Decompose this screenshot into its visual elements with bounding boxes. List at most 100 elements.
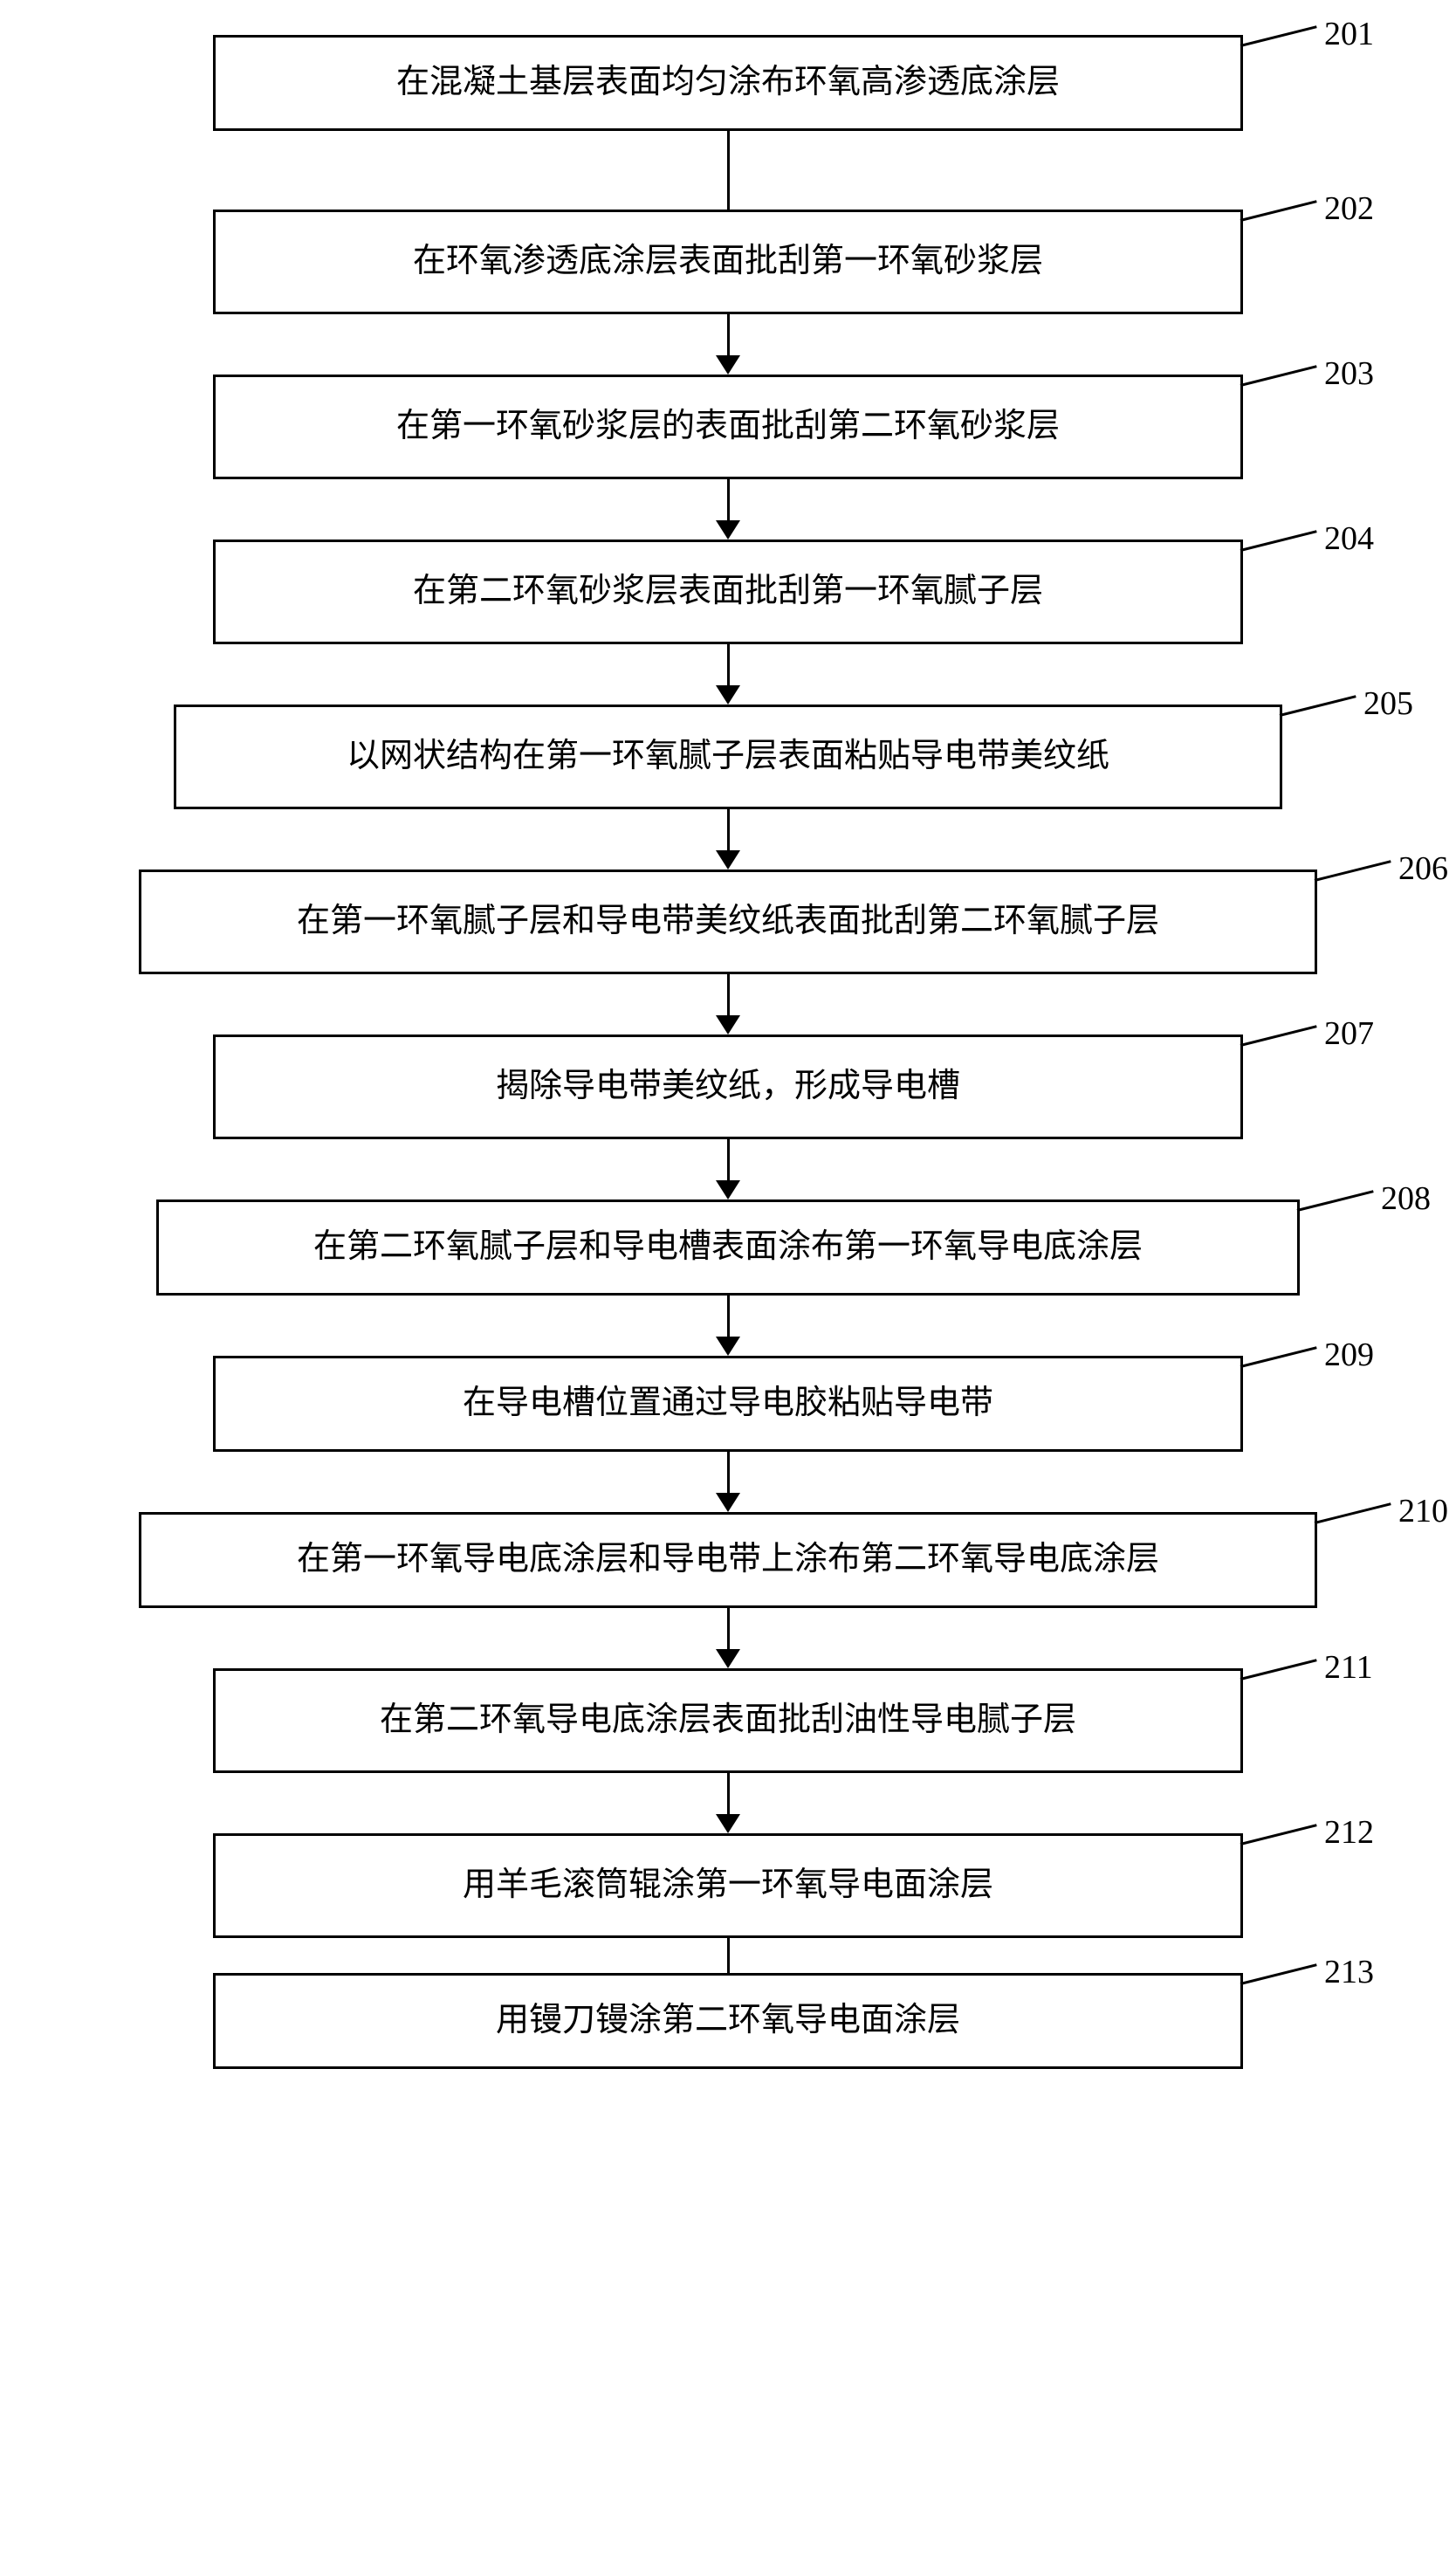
step-box-202: 在环氧渗透底涂层表面批刮第一环氧砂浆层202 <box>213 210 1243 314</box>
step-row: 在导电槽位置通过导电胶粘贴导电带 209 <box>17 1356 1439 1452</box>
step-box-208: 在第二环氧腻子层和导电槽表面涂布第一环氧导电底涂层208 <box>156 1199 1300 1296</box>
connector-line <box>727 974 730 1016</box>
step-label-wrap: 203 <box>1240 377 1374 397</box>
step-label-wrap: 208 <box>1297 1202 1431 1222</box>
connector-wrap <box>716 479 740 540</box>
connector-wrap <box>727 1938 730 1973</box>
step-text: 在第一环氧导电底涂层和导电带上涂布第二环氧导电底涂层 <box>297 1536 1159 1583</box>
step-label: 210 <box>1398 1488 1448 1535</box>
step-row: 用镘刀镘涂第二环氧导电面涂层 213 <box>17 1973 1439 2069</box>
step-box-209: 在导电槽位置通过导电胶粘贴导电带209 <box>213 1356 1243 1452</box>
leader-line <box>1240 530 1317 552</box>
step-label-wrap: 205 <box>1280 707 1413 727</box>
connector-line <box>727 644 730 686</box>
step-text: 在第二环氧砂浆层表面批刮第一环氧腻子层 <box>413 568 1043 615</box>
connector-wrap <box>716 314 740 375</box>
step-row: 在第一环氧导电底涂层和导电带上涂布第二环氧导电底涂层210 <box>17 1512 1439 1608</box>
flowchart-container: 在混凝土基层表面均匀涂布环氧高渗透底涂层 201 在环氧渗透底涂层表面批刮第一环氧砂… <box>17 35 1439 2069</box>
step-label: 202 <box>1324 186 1374 232</box>
connector-wrap <box>716 1608 740 1668</box>
step-box-206: 在第一环氧腻子层和导电带美纹纸表面批刮第二环氧腻子层206 <box>139 870 1317 974</box>
step-label-wrap: 202 <box>1240 212 1374 232</box>
connector-line <box>727 809 730 851</box>
leader-line <box>1315 1502 1391 1524</box>
connector-line <box>727 479 730 521</box>
step-text: 在第一环氧砂浆层的表面批刮第二环氧砂浆层 <box>396 403 1060 450</box>
step-box-210: 在第一环氧导电底涂层和导电带上涂布第二环氧导电底涂层210 <box>139 1512 1317 1608</box>
arrow-down-icon <box>716 1493 740 1512</box>
leader-line <box>1240 1824 1317 1846</box>
connector-line <box>727 1452 730 1494</box>
connector-wrap <box>727 131 730 210</box>
step-row: 揭除导电带美纹纸，形成导电槽 207 <box>17 1034 1439 1139</box>
leader-line <box>1315 860 1391 882</box>
step-label-wrap: 211 <box>1240 1671 1373 1691</box>
step-label: 209 <box>1324 1332 1374 1378</box>
connector-line <box>727 1938 730 1973</box>
step-box-203: 在第一环氧砂浆层的表面批刮第二环氧砂浆层203 <box>213 375 1243 479</box>
arrow-down-icon <box>716 685 740 705</box>
step-text: 在导电槽位置通过导电胶粘贴导电带 <box>463 1380 993 1426</box>
arrow-down-icon <box>716 1814 740 1833</box>
step-text: 用羊毛滚筒辊涂第一环氧导电面涂层 <box>463 1862 993 1908</box>
leader-line <box>1240 1659 1317 1681</box>
step-text: 在混凝土基层表面均匀涂布环氧高渗透底涂层 <box>396 59 1060 106</box>
step-text: 揭除导电带美纹纸，形成导电槽 <box>496 1063 960 1110</box>
arrow-down-icon <box>716 1649 740 1668</box>
connector-line <box>727 1139 730 1181</box>
step-label-wrap: 201 <box>1240 38 1374 58</box>
step-row: 在第二环氧砂浆层表面批刮第一环氧腻子层 204 <box>17 540 1439 644</box>
step-text: 在第一环氧腻子层和导电带美纹纸表面批刮第二环氧腻子层 <box>297 898 1159 945</box>
step-text: 在第二环氧导电底涂层表面批刮油性导电腻子层 <box>380 1697 1076 1743</box>
arrow-down-icon <box>716 355 740 375</box>
step-box-201: 在混凝土基层表面均匀涂布环氧高渗透底涂层201 <box>213 35 1243 131</box>
step-label: 204 <box>1324 516 1374 562</box>
connector-line <box>727 1608 730 1650</box>
step-label: 212 <box>1324 1810 1374 1856</box>
step-label: 213 <box>1324 1949 1374 1996</box>
step-text: 用镘刀镘涂第二环氧导电面涂层 <box>496 1997 960 2044</box>
step-box-211: 在第二环氧导电底涂层表面批刮油性导电腻子层211 <box>213 1668 1243 1773</box>
step-label-wrap: 207 <box>1240 1037 1374 1057</box>
step-row: 在混凝土基层表面均匀涂布环氧高渗透底涂层 201 <box>17 35 1439 131</box>
leader-line <box>1240 1346 1317 1368</box>
connector-wrap <box>716 1296 740 1356</box>
leader-line <box>1297 1190 1374 1212</box>
connector-line <box>727 1773 730 1815</box>
connector-wrap <box>716 974 740 1034</box>
step-label-wrap: 209 <box>1240 1358 1374 1378</box>
leader-line <box>1240 1025 1317 1047</box>
step-row: 在第二环氧腻子层和导电槽表面涂布第一环氧导电底涂层 208 <box>17 1199 1439 1296</box>
step-text: 在第二环氧腻子层和导电槽表面涂布第一环氧导电底涂层 <box>313 1224 1143 1270</box>
step-label-wrap: 210 <box>1315 1515 1448 1535</box>
step-label: 207 <box>1324 1011 1374 1057</box>
step-box-212: 用羊毛滚筒辊涂第一环氧导电面涂层212 <box>213 1833 1243 1938</box>
leader-line <box>1280 695 1356 717</box>
step-row: 在环氧渗透底涂层表面批刮第一环氧砂浆层202 <box>17 210 1439 314</box>
step-label: 208 <box>1381 1176 1431 1222</box>
leader-line <box>1240 365 1317 387</box>
leader-line <box>1240 1963 1317 1985</box>
step-row: 用羊毛滚筒辊涂第一环氧导电面涂层 212 <box>17 1833 1439 1938</box>
step-label: 206 <box>1398 846 1448 892</box>
arrow-down-icon <box>716 520 740 540</box>
step-row: 在第一环氧砂浆层的表面批刮第二环氧砂浆层 203 <box>17 375 1439 479</box>
connector-wrap <box>716 644 740 705</box>
arrow-down-icon <box>716 1337 740 1356</box>
step-label: 205 <box>1363 681 1413 727</box>
leader-line <box>1240 25 1317 47</box>
step-row: 以网状结构在第一环氧腻子层表面粘贴导电带美纹纸205 <box>17 705 1439 809</box>
leader-line <box>1240 200 1317 222</box>
connector-line <box>727 131 730 210</box>
connector-line <box>727 1296 730 1337</box>
step-label-wrap: 212 <box>1240 1836 1374 1856</box>
step-box-205: 以网状结构在第一环氧腻子层表面粘贴导电带美纹纸205 <box>174 705 1282 809</box>
connector-wrap <box>716 1773 740 1833</box>
step-label-wrap: 204 <box>1240 542 1374 562</box>
step-label: 201 <box>1324 11 1374 58</box>
connector-line <box>727 314 730 356</box>
connector-wrap <box>716 809 740 870</box>
step-row: 在第一环氧腻子层和导电带美纹纸表面批刮第二环氧腻子层206 <box>17 870 1439 974</box>
step-label-wrap: 213 <box>1240 1976 1374 1996</box>
step-box-207: 揭除导电带美纹纸，形成导电槽207 <box>213 1034 1243 1139</box>
